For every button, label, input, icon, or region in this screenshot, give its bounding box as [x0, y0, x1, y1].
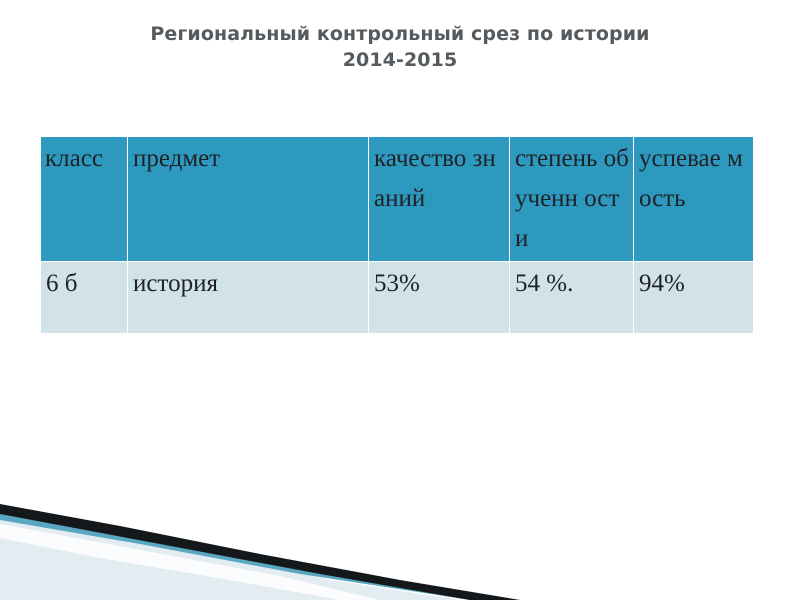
swoosh-light: [0, 508, 460, 600]
header-class: класс: [40, 136, 128, 262]
title-line-1: Региональный контрольный срез по истории: [150, 23, 650, 45]
cell-progress: 94%: [633, 261, 754, 334]
results-table: класс предмет качество знаний степень об…: [40, 136, 754, 334]
table-body: 6 б история 53% 54 %. 94%: [40, 261, 754, 334]
table-row: 6 б история 53% 54 %. 94%: [40, 261, 754, 334]
swoosh-dark: [0, 504, 520, 600]
header-quality: качество знаний: [368, 136, 510, 262]
slide-title: Региональный контрольный срез по истории…: [0, 21, 800, 73]
header-subject: предмет: [127, 136, 369, 262]
title-line-2: 2014-2015: [342, 49, 458, 71]
header-progress: успевае мость: [633, 136, 754, 262]
decorative-swoosh: [0, 504, 520, 600]
header-row: класс предмет качество знаний степень об…: [40, 136, 754, 262]
cell-quality: 53%: [368, 261, 510, 334]
swoosh-stripe: [0, 524, 380, 600]
cell-degree: 54 %.: [509, 261, 634, 334]
header-degree: степень обученн ости: [509, 136, 634, 262]
cell-subject: история: [127, 261, 369, 334]
cell-class: 6 б: [40, 261, 128, 334]
table-header: класс предмет качество знаний степень об…: [40, 136, 754, 262]
